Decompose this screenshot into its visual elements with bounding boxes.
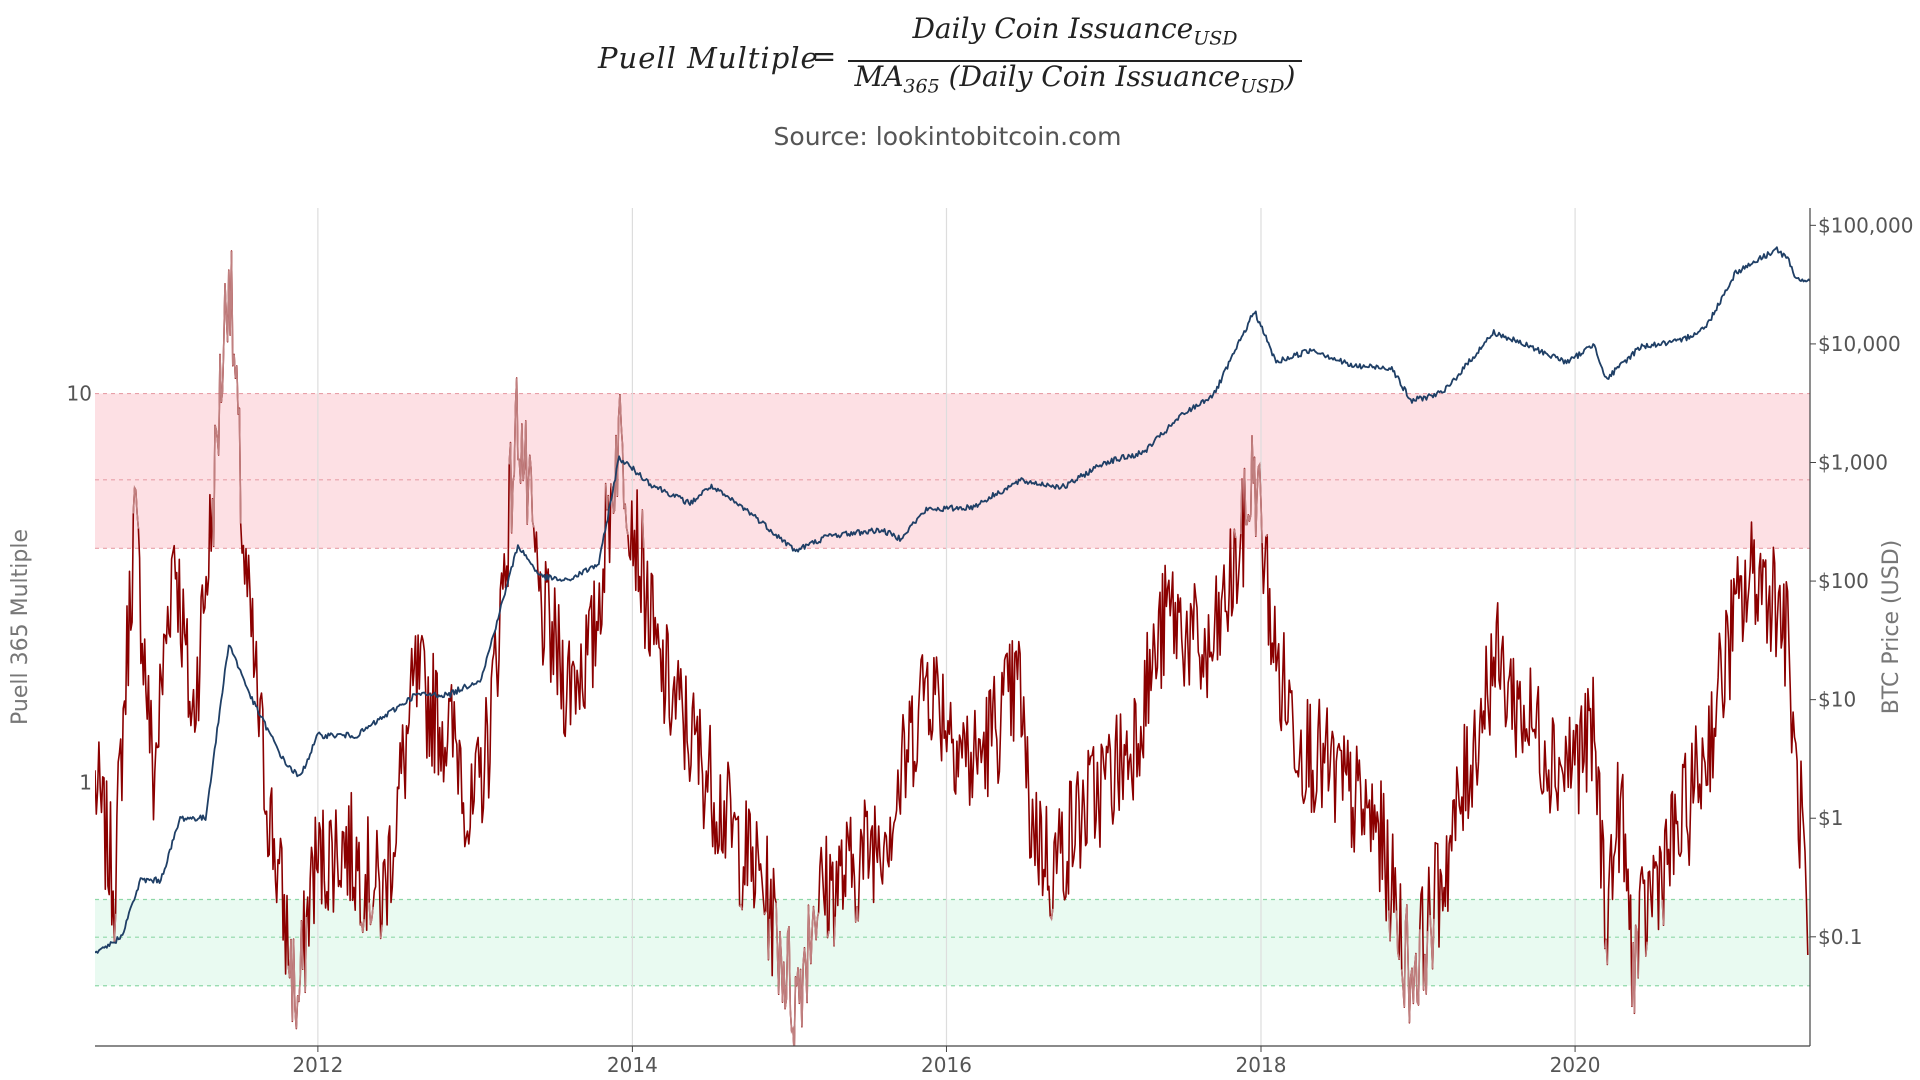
series-layer bbox=[95, 246, 1810, 1046]
y-right-tick-label: $10 bbox=[1818, 688, 1856, 712]
formula-numerator-text: Daily Coin Issuance bbox=[912, 12, 1194, 45]
formula-lhs: Puell Multiple bbox=[598, 41, 819, 75]
x-tick-label-2018: 2018 bbox=[1236, 1053, 1287, 1077]
formula-den-sub: USD bbox=[1240, 75, 1285, 98]
x-tick-label-2020: 2020 bbox=[1550, 1053, 1601, 1077]
zone-bands bbox=[95, 392, 1810, 987]
formula-den-prefix-sub: 365 bbox=[903, 75, 940, 98]
btc-price-line bbox=[95, 246, 1810, 954]
gridlines bbox=[317, 208, 1576, 1046]
x-tick-label-2012: 2012 bbox=[292, 1053, 343, 1077]
y-right-tick-label: $0.1 bbox=[1818, 925, 1863, 949]
x-tick-label-2014: 2014 bbox=[607, 1053, 658, 1077]
axes: 2012 2014 2016 2018 2020 1 10 $0.1 $1 $10 $100 $1,0… bbox=[67, 208, 1913, 1077]
formula-equals: = bbox=[812, 39, 837, 73]
formula-den-prefix: MA bbox=[854, 60, 904, 93]
puell-line bbox=[95, 250, 1809, 1046]
formula-den-mid: (Daily Coin Issuance bbox=[939, 60, 1241, 93]
formula-den-close: ) bbox=[1284, 60, 1296, 93]
y-axis-right-title: BTC Price (USD) bbox=[1879, 540, 1904, 714]
x-tick-label-2016: 2016 bbox=[921, 1053, 972, 1077]
band-low bbox=[95, 899, 1810, 986]
y-axis-left-title: Puell 365 Multiple bbox=[8, 529, 33, 725]
formula-denominator: MA365 (Daily Coin IssuanceUSD) bbox=[850, 60, 1300, 98]
y-right-tick-label: $100,000 bbox=[1818, 213, 1913, 237]
y-right-tick-label: $100 bbox=[1818, 569, 1869, 593]
puell-formula: Puell Multiple = Daily Coin IssuanceUSD … bbox=[0, 10, 1920, 100]
y-left-tick-label-1: 1 bbox=[79, 770, 92, 794]
source-caption: Source: lookintobitcoin.com bbox=[773, 122, 1122, 151]
formula-numerator-sub: USD bbox=[1193, 27, 1238, 50]
formula-numerator: Daily Coin IssuanceUSD bbox=[850, 12, 1300, 50]
y-right-tick-label: $1 bbox=[1818, 806, 1843, 830]
formula-fraction-bar bbox=[848, 60, 1302, 62]
y-left-tick-label-10: 10 bbox=[67, 382, 92, 406]
y-right-tick-label: $10,000 bbox=[1818, 332, 1901, 356]
y-right-tick-label: $1,000 bbox=[1818, 450, 1888, 474]
band-high bbox=[95, 393, 1810, 549]
